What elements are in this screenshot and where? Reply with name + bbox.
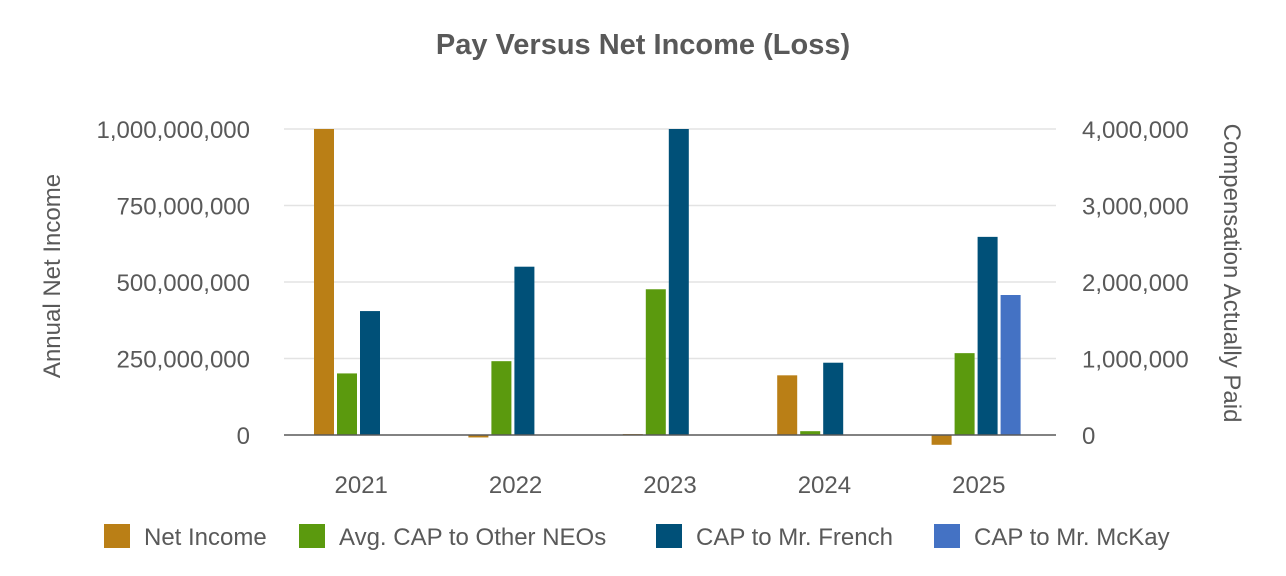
left-tick-label: 0 — [237, 423, 250, 450]
legend-swatch — [656, 524, 682, 548]
bar-net-income-2021 — [314, 129, 334, 435]
right-axis-ticks: 0 1,000,000 2,000,000 3,000,000 4,000,000 — [1082, 117, 1189, 450]
right-tick-label: 4,000,000 — [1082, 117, 1189, 144]
bar-net-income-2025 — [931, 435, 952, 445]
bar-cap-to-mr-french-2021 — [360, 311, 380, 435]
bar-cap-to-mr-french-2023 — [668, 129, 689, 435]
right-tick-label: 2,000,000 — [1082, 270, 1189, 297]
legend-label: CAP to Mr. French — [696, 524, 893, 551]
left-tick-label: 750,000,000 — [117, 194, 250, 221]
legend-label: Avg. CAP to Other NEOs — [339, 524, 606, 551]
legend-label: Net Income — [144, 524, 267, 551]
left-tick-label: 500,000,000 — [117, 270, 250, 297]
x-axis-ticks: 2021 2022 2023 2024 2025 — [335, 472, 1006, 499]
legend: Net Income Avg. CAP to Other NEOs CAP to M… — [104, 524, 1170, 551]
left-axis-ticks: 0 250,000,000 500,000,000 750,000,000 1,000,… — [97, 117, 250, 450]
bar-net-income-2024 — [777, 375, 798, 435]
right-tick-label: 1,000,000 — [1082, 347, 1189, 374]
bars — [314, 129, 1021, 445]
right-tick-label: 0 — [1082, 423, 1095, 450]
x-tick-label: 2024 — [798, 472, 851, 499]
left-tick-label: 250,000,000 — [117, 347, 250, 374]
bar-avg-cap-to-other-neos-2021 — [337, 373, 357, 435]
legend-swatch — [104, 524, 130, 548]
legend-label: CAP to Mr. McKay — [974, 524, 1170, 551]
bar-avg-cap-to-other-neos-2022 — [491, 361, 512, 435]
bar-avg-cap-to-other-neos-2023 — [645, 289, 666, 435]
left-axis-title: Annual Net Income — [39, 174, 66, 378]
legend-swatch — [299, 524, 325, 548]
x-tick-label: 2025 — [952, 472, 1005, 499]
x-tick-label: 2021 — [335, 472, 388, 499]
bar-cap-to-mr-french-2022 — [514, 266, 535, 435]
left-tick-label: 1,000,000,000 — [97, 117, 250, 144]
right-axis-title: Compensation Actually Paid — [1218, 124, 1245, 423]
x-tick-label: 2022 — [489, 472, 542, 499]
bar-net-income-2022 — [468, 435, 489, 438]
bar-avg-cap-to-other-neos-2024 — [800, 431, 821, 435]
bar-cap-to-mr-french-2025 — [977, 236, 998, 435]
bar-avg-cap-to-other-neos-2025 — [954, 353, 975, 435]
legend-swatch — [934, 524, 960, 548]
bar-cap-to-mr-french-2024 — [823, 362, 844, 435]
x-tick-label: 2023 — [643, 472, 696, 499]
chart-title: Pay Versus Net Income (Loss) — [436, 29, 850, 61]
right-tick-label: 3,000,000 — [1082, 194, 1189, 221]
bar-cap-to-mr-mckay-2025 — [1000, 295, 1021, 435]
